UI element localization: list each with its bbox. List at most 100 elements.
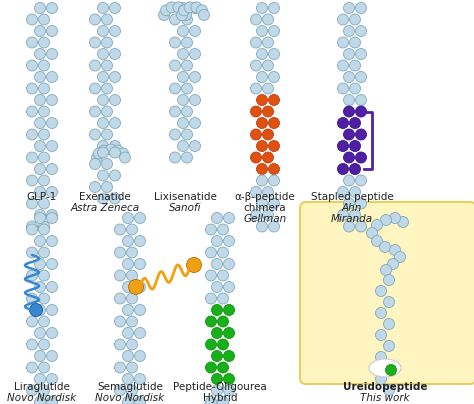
Circle shape — [90, 129, 100, 140]
Circle shape — [211, 374, 222, 385]
Circle shape — [115, 247, 126, 258]
Circle shape — [206, 362, 217, 373]
Circle shape — [366, 227, 377, 238]
Circle shape — [390, 213, 401, 223]
Circle shape — [90, 158, 100, 170]
Circle shape — [344, 106, 355, 117]
Circle shape — [349, 164, 361, 175]
Circle shape — [46, 282, 57, 292]
Circle shape — [375, 307, 386, 318]
Circle shape — [90, 37, 100, 48]
Circle shape — [177, 25, 189, 36]
Circle shape — [179, 5, 190, 16]
Circle shape — [181, 10, 191, 21]
Circle shape — [109, 48, 120, 59]
Circle shape — [35, 259, 46, 269]
Circle shape — [190, 48, 201, 59]
Circle shape — [383, 297, 394, 307]
Circle shape — [349, 14, 361, 25]
Circle shape — [46, 396, 57, 404]
Circle shape — [46, 72, 57, 82]
Circle shape — [206, 270, 217, 281]
Circle shape — [256, 2, 267, 13]
Circle shape — [268, 198, 280, 209]
Circle shape — [250, 187, 262, 198]
Circle shape — [375, 351, 386, 362]
Circle shape — [158, 10, 170, 21]
Circle shape — [101, 37, 112, 48]
Circle shape — [109, 193, 120, 204]
Circle shape — [101, 158, 112, 170]
Circle shape — [224, 213, 235, 223]
Circle shape — [109, 72, 120, 82]
Circle shape — [218, 293, 228, 304]
Circle shape — [109, 141, 120, 152]
Circle shape — [218, 270, 228, 281]
Circle shape — [135, 305, 146, 316]
Circle shape — [38, 224, 49, 235]
Circle shape — [182, 152, 192, 163]
Circle shape — [349, 210, 361, 221]
Circle shape — [27, 83, 37, 94]
Circle shape — [263, 37, 273, 48]
Circle shape — [29, 303, 43, 316]
Circle shape — [190, 72, 201, 82]
Circle shape — [98, 141, 109, 152]
Circle shape — [190, 25, 201, 36]
Text: Astra Zeneca: Astra Zeneca — [71, 203, 139, 213]
Circle shape — [375, 286, 386, 297]
Circle shape — [93, 148, 104, 159]
Circle shape — [344, 48, 355, 59]
Circle shape — [27, 37, 37, 48]
Circle shape — [127, 316, 137, 327]
Circle shape — [390, 244, 401, 255]
Circle shape — [27, 247, 37, 258]
Circle shape — [101, 83, 112, 94]
Circle shape — [127, 293, 137, 304]
Circle shape — [356, 106, 366, 117]
Circle shape — [135, 351, 146, 362]
Circle shape — [224, 328, 235, 339]
Circle shape — [337, 118, 348, 128]
Circle shape — [256, 25, 267, 36]
Circle shape — [38, 14, 49, 25]
Circle shape — [98, 193, 109, 204]
Circle shape — [46, 141, 57, 152]
Circle shape — [268, 95, 280, 105]
Circle shape — [35, 72, 46, 82]
Circle shape — [385, 364, 396, 375]
Circle shape — [170, 37, 181, 48]
Circle shape — [349, 37, 361, 48]
Circle shape — [263, 83, 273, 94]
Circle shape — [337, 210, 348, 221]
Circle shape — [268, 141, 280, 152]
Circle shape — [35, 187, 46, 198]
Circle shape — [35, 328, 46, 339]
Circle shape — [35, 141, 46, 152]
Circle shape — [344, 175, 355, 186]
Circle shape — [224, 282, 235, 292]
Circle shape — [375, 330, 386, 341]
Circle shape — [337, 141, 348, 152]
Circle shape — [372, 236, 383, 246]
Circle shape — [344, 2, 355, 13]
Circle shape — [263, 106, 273, 117]
Circle shape — [135, 282, 146, 292]
Circle shape — [27, 339, 37, 350]
Circle shape — [27, 152, 37, 163]
Circle shape — [173, 2, 184, 13]
Text: Ureidopeptide: Ureidopeptide — [343, 382, 427, 392]
Circle shape — [349, 187, 361, 198]
Circle shape — [211, 351, 222, 362]
Circle shape — [344, 95, 355, 105]
Circle shape — [46, 95, 57, 105]
Circle shape — [218, 247, 228, 258]
Circle shape — [122, 328, 134, 339]
Circle shape — [182, 14, 192, 25]
Circle shape — [46, 259, 57, 269]
Circle shape — [356, 48, 366, 59]
Circle shape — [190, 95, 201, 105]
Circle shape — [122, 213, 134, 223]
Circle shape — [127, 247, 137, 258]
Circle shape — [224, 236, 235, 246]
